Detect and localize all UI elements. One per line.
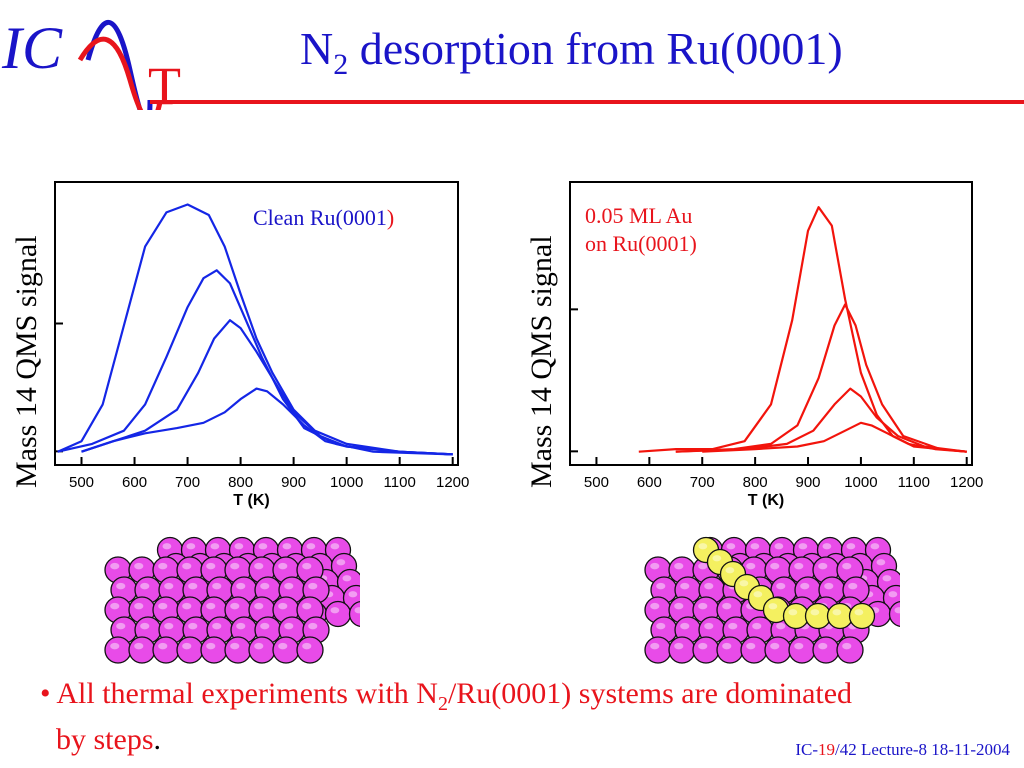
ru-atom <box>692 636 720 664</box>
title-n: N <box>300 23 334 74</box>
right-chart-ylabel: Mass 14 QMS signal <box>525 235 558 488</box>
ru-atom <box>812 636 840 664</box>
ru-atom <box>644 636 672 664</box>
x-tick-label: 1200 <box>436 474 469 491</box>
au-atom <box>782 602 810 630</box>
ru-atom <box>128 636 156 664</box>
bullet-part1: All thermal experiments with N <box>56 677 438 710</box>
ru-atom <box>224 636 252 664</box>
ru-atom <box>740 636 768 664</box>
x-tick-label: 1200 <box>950 474 983 491</box>
ru-atom <box>324 600 352 628</box>
x-tick-label: 1100 <box>898 474 930 491</box>
x-tick-label: 800 <box>228 474 253 491</box>
slide-footer: IC-19/42 Lecture-8 18-11-2004 <box>795 740 1010 760</box>
bullet-part2: /Ru(0001) systems are dominated <box>447 677 853 710</box>
right-desorption-chart: 500 600 700 800 900 1000 1100 1200 T (K) <box>567 180 997 525</box>
x-tick-label: 1000 <box>330 474 363 491</box>
series-line-4 <box>81 387 453 456</box>
right-chart-legend: 0.05 ML Au on Ru(0001) <box>585 203 697 256</box>
ru-atom <box>668 636 696 664</box>
ru-atom <box>272 636 300 664</box>
ru-atom <box>836 636 864 664</box>
x-tick-label: 600 <box>122 474 147 491</box>
bullet-dot: • <box>40 677 51 710</box>
bullet-statement: • All thermal experiments with N2/Ru(000… <box>40 676 1000 758</box>
series-line-3 <box>675 387 967 453</box>
footer-rest: /42 Lecture-8 18-11-2004 <box>835 740 1010 759</box>
series-line-4 <box>702 421 967 453</box>
ru-atom <box>716 636 744 664</box>
title-rest: desorption from Ru(0001) <box>348 23 843 74</box>
footer-prefix: IC- <box>795 740 819 759</box>
series-line-2 <box>57 269 453 456</box>
ru-atom <box>176 636 204 664</box>
x-axis-label: T (K) <box>748 492 784 509</box>
title-subscript: 2 <box>333 48 349 82</box>
series-line-3 <box>81 319 453 456</box>
left-desorption-chart: 500 600 700 800 900 1000 1100 1200 T (K) <box>50 180 480 520</box>
series-line-2 <box>675 303 967 453</box>
ru-atom <box>296 636 324 664</box>
x-axis-label: T (K) <box>233 492 269 509</box>
x-tick-label: 1000 <box>844 474 877 491</box>
footer-page: 19 <box>818 740 836 759</box>
x-tick-label: 600 <box>637 474 662 491</box>
ru-atom <box>764 636 792 664</box>
x-tick-label: 1100 <box>384 474 416 491</box>
plot-frame <box>569 181 973 466</box>
left-chart-ylabel: Mass 14 QMS signal <box>10 235 43 488</box>
x-tick-label: 900 <box>796 474 821 491</box>
au-ru-surface-model <box>640 530 916 685</box>
x-tick-label: 900 <box>281 474 306 491</box>
x-tick-label: 800 <box>743 474 768 491</box>
ru-atom <box>104 636 132 664</box>
ict-logo: IC T <box>0 0 200 127</box>
left-chart-legend: Clean Ru(0001) <box>253 205 395 230</box>
bullet-subscript: 2 <box>437 693 448 715</box>
logo-letters-ic: IC <box>1 15 63 81</box>
x-tick-label: 700 <box>690 474 715 491</box>
au-atom <box>826 602 854 630</box>
series-line-1 <box>57 203 453 456</box>
clean-ru-surface-model <box>100 530 376 675</box>
logo-letter-t: T <box>148 56 181 110</box>
series-line-1 <box>638 206 967 453</box>
ru-atom <box>248 636 276 664</box>
x-tick-label: 500 <box>584 474 609 491</box>
ru-atom <box>152 636 180 664</box>
bullet-period: . <box>153 723 162 756</box>
au-atom <box>804 602 832 630</box>
ru-atom <box>200 636 228 664</box>
title-underline <box>150 100 1024 104</box>
x-tick-label: 700 <box>175 474 200 491</box>
slide-title: N2 desorption from Ru(0001) <box>300 22 1000 82</box>
bullet-part3: by steps <box>56 723 154 756</box>
x-tick-label: 500 <box>69 474 94 491</box>
ru-atom <box>788 636 816 664</box>
au-atom <box>848 602 876 630</box>
